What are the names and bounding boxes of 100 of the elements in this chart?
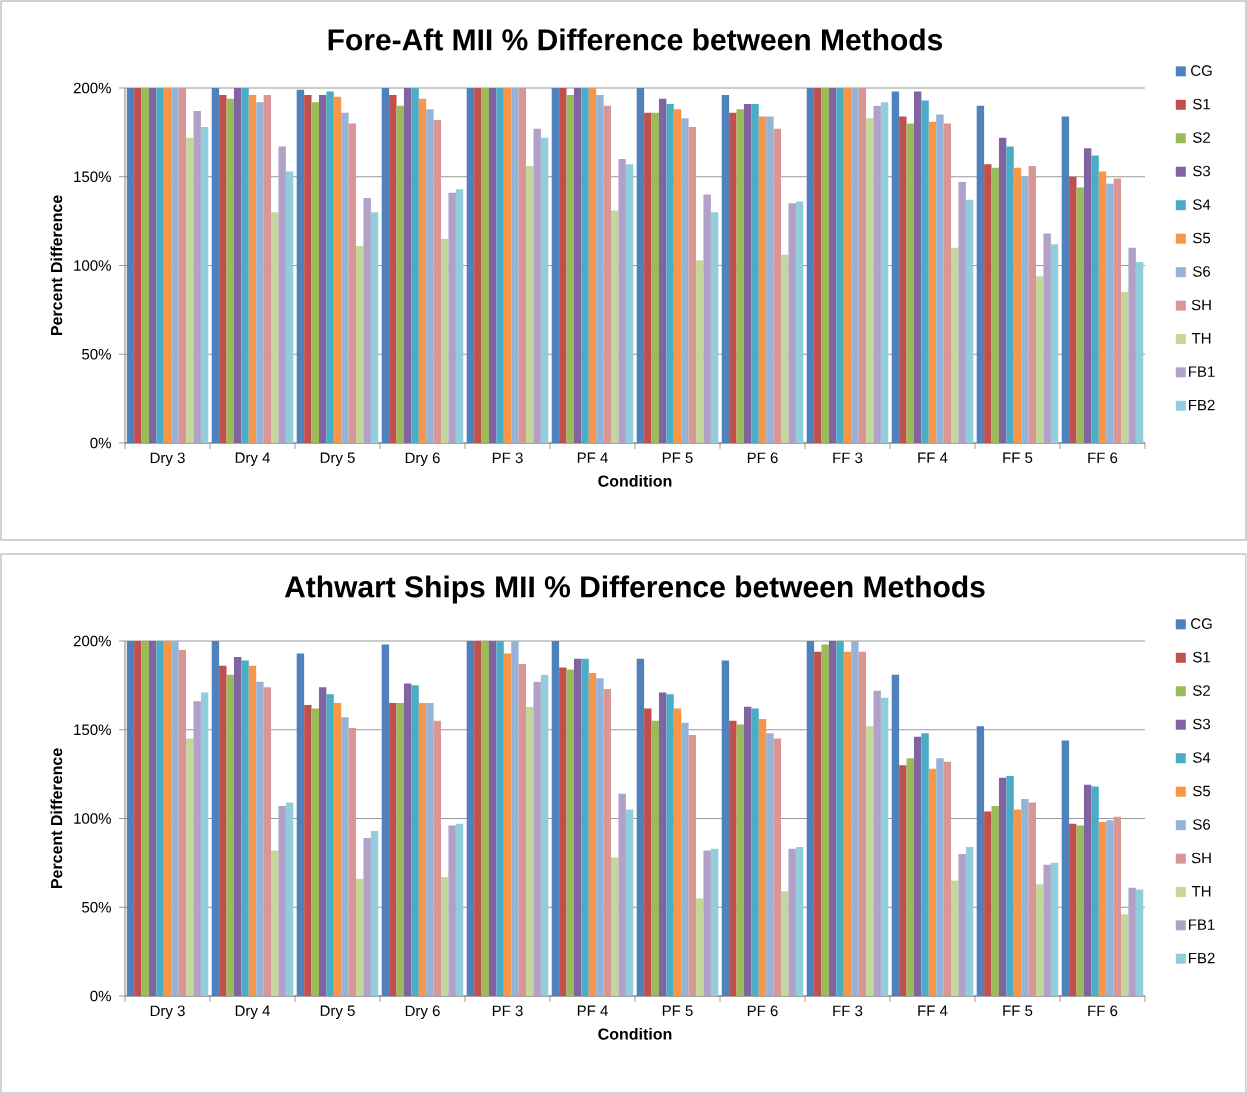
- bar: [581, 658, 589, 996]
- bar: [233, 87, 242, 443]
- legend-label: S6: [1193, 818, 1211, 830]
- bar: [348, 123, 357, 443]
- bar: [503, 653, 512, 996]
- bar: [219, 94, 227, 443]
- x-tick-label: PF 6: [747, 452, 778, 463]
- bar: [193, 701, 201, 996]
- bar: [559, 667, 567, 996]
- bar: [928, 121, 937, 443]
- bar: [285, 171, 294, 443]
- bar: [936, 757, 944, 996]
- bar: [806, 87, 815, 443]
- bar: [821, 87, 829, 443]
- bar: [488, 640, 497, 996]
- y-axis-title: Percent Difference: [50, 195, 63, 335]
- bar: [1091, 786, 1099, 996]
- bar: [171, 87, 179, 443]
- bar: [370, 212, 379, 443]
- bar: [518, 663, 527, 996]
- bar: [533, 128, 541, 443]
- bar: [658, 692, 667, 996]
- bar: [1061, 740, 1070, 996]
- bar: [703, 850, 711, 996]
- bar: [958, 853, 966, 996]
- x-tick-label: FF 3: [833, 452, 863, 463]
- bar: [1028, 165, 1037, 443]
- bar: [411, 87, 419, 443]
- x-tick-label: Dry 6: [405, 1005, 440, 1019]
- bar: [511, 87, 519, 443]
- bar: [148, 87, 157, 443]
- legend-label: S5: [1193, 232, 1211, 244]
- bar: [1021, 798, 1029, 996]
- bar: [1061, 116, 1070, 443]
- bar: [636, 658, 645, 996]
- chart-title: Athwart Ships MII % Difference between Methods: [284, 575, 985, 604]
- bar: [736, 109, 744, 443]
- bar: [936, 114, 944, 443]
- x-tick-label: FF 5: [1003, 452, 1033, 463]
- bar: [551, 640, 560, 996]
- bar: [1006, 146, 1014, 443]
- bar: [891, 674, 900, 996]
- bar: [1083, 148, 1092, 443]
- bar: [899, 765, 907, 996]
- legend-label: TH: [1191, 332, 1211, 344]
- bar: [311, 708, 319, 996]
- bar: [696, 898, 704, 996]
- bar: [518, 87, 527, 443]
- bar: [965, 199, 974, 443]
- bar: [403, 683, 412, 996]
- bar: [455, 823, 464, 996]
- bar: [743, 103, 752, 443]
- bar: [766, 116, 774, 443]
- legend-label: FB1: [1189, 366, 1215, 377]
- bar: [178, 87, 187, 443]
- bar: [1028, 802, 1037, 996]
- bar: [866, 117, 874, 443]
- bar: [781, 891, 789, 996]
- bar: [906, 123, 914, 443]
- bar: [736, 724, 744, 996]
- y-tick-label: 50%: [82, 901, 111, 913]
- bar: [211, 640, 220, 996]
- bar: [318, 686, 327, 996]
- legend-label: S1: [1193, 98, 1210, 110]
- bar: [906, 757, 914, 996]
- bar: [721, 94, 730, 443]
- bar: [943, 761, 952, 996]
- legend-label: SH: [1191, 299, 1211, 311]
- bar: [596, 678, 604, 996]
- bar: [1135, 261, 1144, 443]
- bar: [474, 640, 482, 996]
- bar: [363, 837, 371, 996]
- bar: [233, 656, 242, 996]
- bar: [1076, 187, 1084, 443]
- bar: [448, 192, 456, 443]
- bar: [200, 126, 209, 443]
- legend-label: S2: [1193, 685, 1210, 696]
- bar: [1091, 155, 1099, 443]
- x-tick-label: Dry 4: [235, 1005, 270, 1019]
- bar: [1076, 825, 1084, 996]
- bar: [171, 640, 179, 996]
- bar: [333, 702, 342, 996]
- bar: [851, 87, 859, 443]
- bar: [433, 119, 442, 443]
- legend-label: CG: [1191, 65, 1212, 76]
- bar: [743, 706, 752, 996]
- bar: [984, 811, 992, 996]
- bar: [828, 87, 837, 443]
- bar: [389, 94, 397, 443]
- x-tick-label: PF 4: [577, 452, 608, 463]
- x-tick-label: PF 4: [577, 1005, 608, 1016]
- bar: [278, 805, 286, 996]
- bar: [296, 89, 305, 443]
- bar: [588, 672, 597, 996]
- bar: [466, 640, 475, 996]
- bar: [836, 87, 844, 443]
- bar: [271, 212, 279, 443]
- bar: [540, 674, 549, 996]
- x-tick-label: FF 4: [918, 1005, 948, 1016]
- legend-label: S2: [1193, 132, 1210, 143]
